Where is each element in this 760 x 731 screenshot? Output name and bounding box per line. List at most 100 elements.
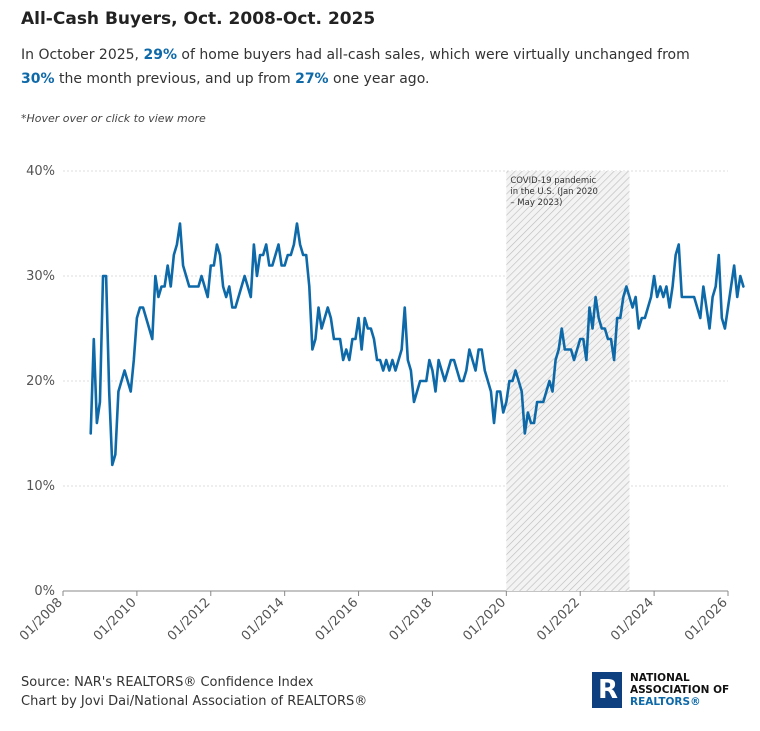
data-point[interactable] bbox=[320, 327, 324, 331]
data-point[interactable] bbox=[249, 295, 253, 299]
data-point[interactable] bbox=[581, 337, 585, 341]
data-point[interactable] bbox=[246, 285, 250, 289]
data-point[interactable] bbox=[591, 327, 595, 331]
data-point[interactable] bbox=[489, 390, 493, 394]
data-point[interactable] bbox=[520, 390, 524, 394]
data-point[interactable] bbox=[397, 358, 401, 362]
data-point[interactable] bbox=[480, 348, 484, 352]
data-point[interactable] bbox=[203, 285, 207, 289]
data-point[interactable] bbox=[461, 379, 465, 383]
data-point[interactable] bbox=[92, 337, 96, 341]
data-point[interactable] bbox=[526, 411, 530, 415]
data-point[interactable] bbox=[126, 379, 130, 383]
data-point[interactable] bbox=[483, 369, 487, 373]
data-point[interactable] bbox=[594, 295, 598, 299]
data-point[interactable] bbox=[273, 253, 277, 257]
data-point[interactable] bbox=[661, 295, 665, 299]
data-point[interactable] bbox=[113, 453, 117, 457]
data-point[interactable] bbox=[363, 316, 367, 320]
data-point[interactable] bbox=[372, 337, 376, 341]
data-point[interactable] bbox=[298, 243, 302, 247]
data-point[interactable] bbox=[587, 306, 591, 310]
data-point[interactable] bbox=[181, 264, 185, 268]
data-point[interactable] bbox=[227, 285, 231, 289]
data-point[interactable] bbox=[711, 295, 715, 299]
data-point[interactable] bbox=[175, 243, 179, 247]
data-point[interactable] bbox=[695, 306, 699, 310]
data-point[interactable] bbox=[406, 358, 410, 362]
data-point[interactable] bbox=[323, 316, 327, 320]
data-point[interactable] bbox=[430, 369, 434, 373]
data-point[interactable] bbox=[206, 295, 210, 299]
data-point[interactable] bbox=[572, 358, 576, 362]
data-point[interactable] bbox=[200, 274, 204, 278]
data-point[interactable] bbox=[132, 358, 136, 362]
data-point[interactable] bbox=[338, 337, 342, 341]
data-point[interactable] bbox=[326, 306, 330, 310]
data-point[interactable] bbox=[510, 379, 514, 383]
data-point[interactable] bbox=[409, 369, 413, 373]
data-point[interactable] bbox=[116, 390, 120, 394]
data-point[interactable] bbox=[270, 264, 274, 268]
data-point[interactable] bbox=[597, 316, 601, 320]
data-point[interactable] bbox=[129, 390, 133, 394]
data-point[interactable] bbox=[541, 400, 545, 404]
data-point[interactable] bbox=[357, 316, 361, 320]
data-point[interactable] bbox=[224, 295, 228, 299]
data-point[interactable] bbox=[264, 243, 268, 247]
data-point[interactable] bbox=[381, 369, 385, 373]
data-point[interactable] bbox=[252, 243, 256, 247]
data-point[interactable] bbox=[741, 285, 745, 289]
data-point[interactable] bbox=[677, 243, 681, 247]
data-point[interactable] bbox=[120, 379, 124, 383]
data-point[interactable] bbox=[240, 285, 244, 289]
data-point[interactable] bbox=[147, 327, 151, 331]
data-point[interactable] bbox=[701, 285, 705, 289]
data-point[interactable] bbox=[658, 285, 662, 289]
data-point[interactable] bbox=[557, 348, 561, 352]
data-point[interactable] bbox=[621, 295, 625, 299]
data-point[interactable] bbox=[501, 411, 505, 415]
data-point[interactable] bbox=[236, 295, 240, 299]
data-point[interactable] bbox=[427, 358, 431, 362]
data-point[interactable] bbox=[215, 243, 219, 247]
data-point[interactable] bbox=[551, 390, 555, 394]
data-point[interactable] bbox=[627, 295, 631, 299]
data-point[interactable] bbox=[674, 253, 678, 257]
data-point[interactable] bbox=[150, 337, 154, 341]
data-point[interactable] bbox=[172, 253, 176, 257]
data-point[interactable] bbox=[255, 274, 259, 278]
data-point[interactable] bbox=[443, 379, 447, 383]
data-point[interactable] bbox=[464, 369, 468, 373]
data-point[interactable] bbox=[317, 306, 321, 310]
data-point[interactable] bbox=[467, 348, 471, 352]
data-point[interactable] bbox=[732, 264, 736, 268]
data-point[interactable] bbox=[738, 274, 742, 278]
data-point[interactable] bbox=[624, 285, 628, 289]
data-point[interactable] bbox=[603, 327, 607, 331]
data-point[interactable] bbox=[729, 285, 733, 289]
data-point[interactable] bbox=[698, 316, 702, 320]
data-point[interactable] bbox=[163, 285, 167, 289]
data-point[interactable] bbox=[98, 400, 102, 404]
data-point[interactable] bbox=[110, 463, 114, 467]
data-point[interactable] bbox=[243, 274, 247, 278]
data-point[interactable] bbox=[424, 379, 428, 383]
data-point[interactable] bbox=[369, 327, 373, 331]
data-point[interactable] bbox=[486, 379, 490, 383]
data-point[interactable] bbox=[569, 348, 573, 352]
data-point[interactable] bbox=[504, 400, 508, 404]
data-point[interactable] bbox=[514, 369, 518, 373]
data-point[interactable] bbox=[166, 264, 170, 268]
data-point[interactable] bbox=[584, 358, 588, 362]
data-point[interactable] bbox=[400, 348, 404, 352]
data-point[interactable] bbox=[412, 400, 416, 404]
data-point[interactable] bbox=[655, 295, 659, 299]
data-point[interactable] bbox=[347, 358, 351, 362]
data-point[interactable] bbox=[720, 316, 724, 320]
data-point[interactable] bbox=[212, 264, 216, 268]
data-point[interactable] bbox=[517, 379, 521, 383]
data-point[interactable] bbox=[455, 369, 459, 373]
data-point[interactable] bbox=[277, 243, 281, 247]
data-point[interactable] bbox=[295, 222, 299, 226]
